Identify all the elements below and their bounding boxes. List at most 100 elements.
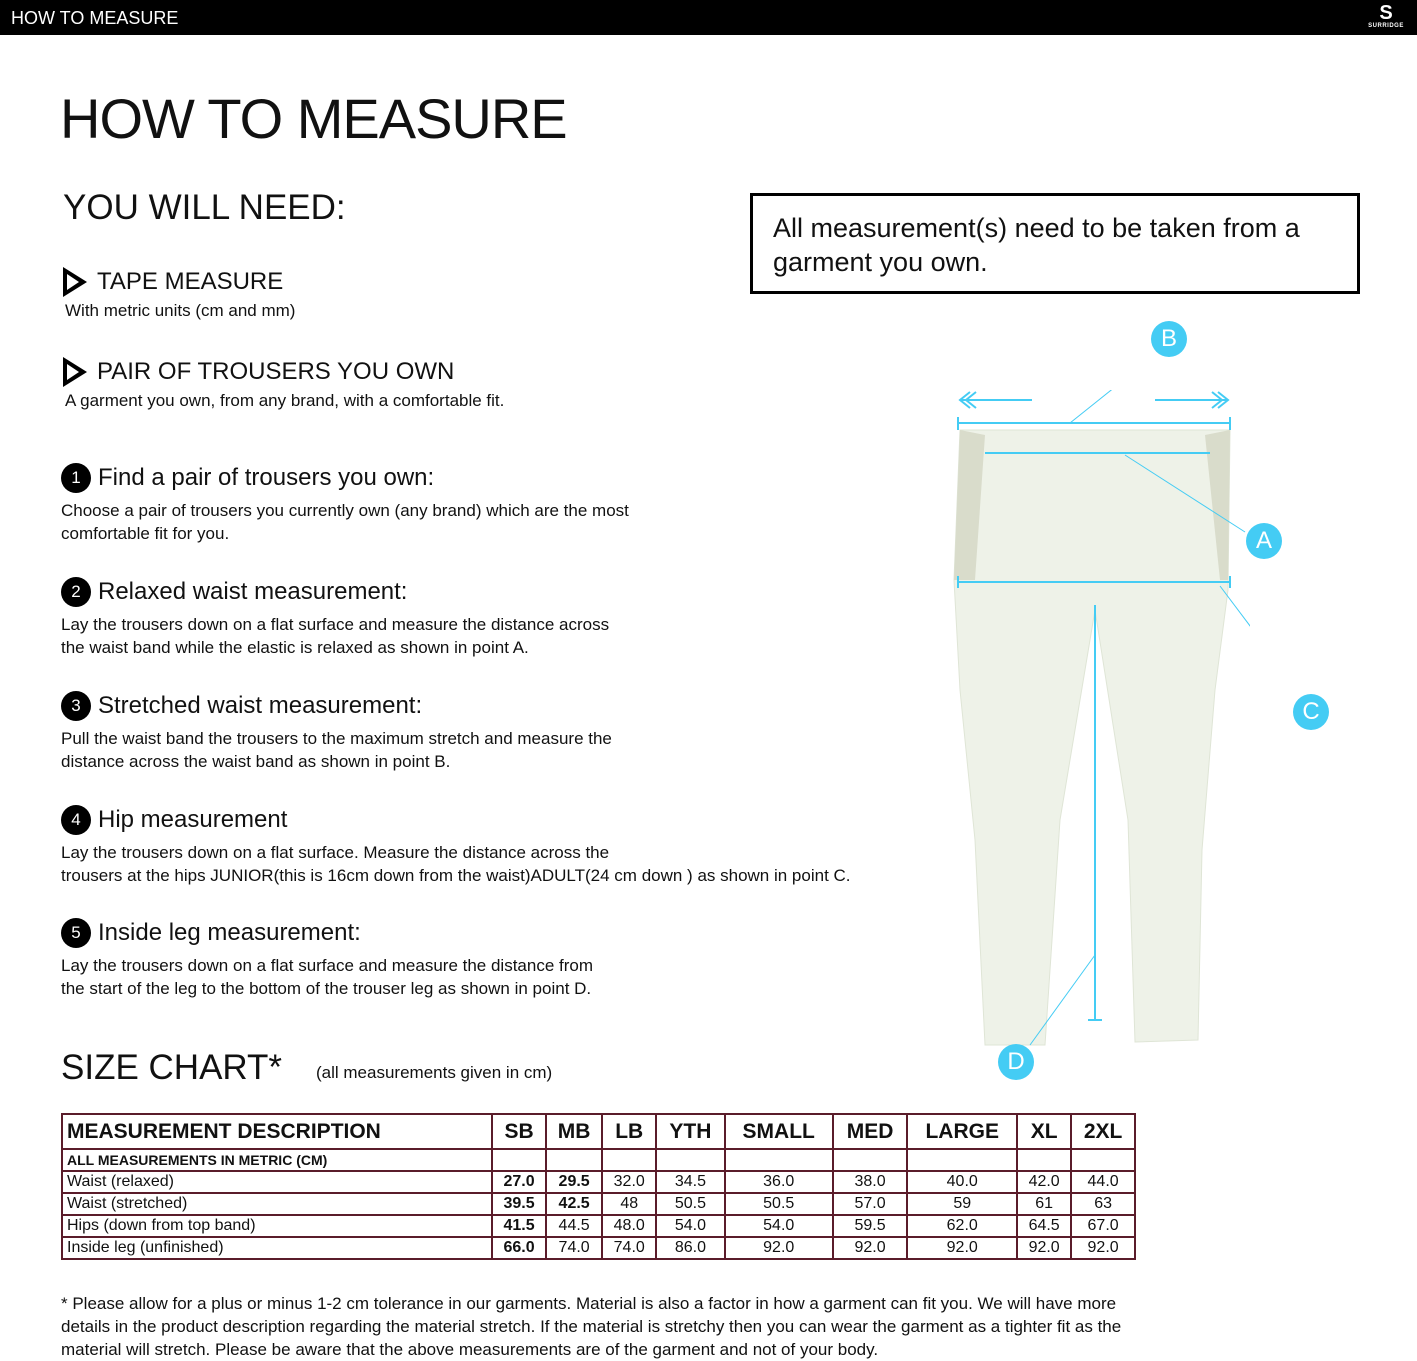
table-row: Waist (stretched) 39.5 42.5 48 50.5 50.5 57.0 5… (61, 1192, 1136, 1216)
page-title: HOW TO MEASURE (60, 87, 568, 150)
table-row: Waist (relaxed) 27.0 29.5 32.0 34.5 36.0 38.0 4… (61, 1170, 1136, 1194)
table-cell: 64.5 (1016, 1214, 1073, 1238)
table-cell: Inside leg (unfinished) (61, 1236, 493, 1260)
step-title: Find a pair of trousers you own: (98, 464, 435, 491)
step-number: 4 (61, 805, 91, 835)
empty-cell (545, 1148, 604, 1172)
table-cell: 92.0 (906, 1236, 1019, 1260)
measurement-note: All measurement(s) need to be taken from… (750, 193, 1360, 294)
table-cell: 74.0 (545, 1236, 604, 1260)
need-item: PAIR OF TROUSERS YOU OWN A garment you o… (63, 357, 504, 411)
side-panel (1205, 430, 1230, 580)
point-c-marker: C (1293, 694, 1329, 730)
empty-cell (490, 1148, 548, 1172)
table-cell: 29.5 (545, 1170, 604, 1194)
play-triangle-icon (63, 357, 87, 387)
column-header: YTH (655, 1113, 726, 1150)
table-cell: 62.0 (906, 1214, 1019, 1238)
empty-cell (655, 1148, 726, 1172)
table-cell: 32.0 (601, 1170, 658, 1194)
point-a-marker: A (1246, 523, 1282, 559)
column-header: MB (545, 1113, 604, 1150)
column-header: SB (490, 1113, 548, 1150)
table-cell: 44.0 (1070, 1170, 1136, 1194)
step-2: 2 Relaxed waist measurement: Lay the trou… (61, 577, 609, 659)
table-cell: 50.5 (723, 1192, 834, 1216)
step-desc: the waist band while the elastic is rela… (61, 638, 529, 657)
table-row: Hips (down from top band) 41.5 44.5 48.0 54.… (61, 1214, 1136, 1238)
step-desc: the start of the leg to the bottom of th… (61, 979, 592, 998)
table-cell: Waist (relaxed) (61, 1170, 493, 1194)
table-cell: 92.0 (1016, 1236, 1073, 1260)
step-title: Stretched waist measurement: (98, 692, 423, 719)
empty-cell (723, 1148, 834, 1172)
trousers-shape (953, 429, 1231, 1046)
empty-cell (601, 1148, 658, 1172)
step-3: 3 Stretched waist measurement: Pull the w… (61, 691, 612, 773)
table-cell: 42.5 (545, 1192, 604, 1216)
size-chart-title: SIZE CHART* (61, 1048, 283, 1087)
surridge-logo: S SURRIDGE (1368, 2, 1404, 29)
column-header: LB (601, 1113, 658, 1150)
header-title: HOW TO MEASURE (11, 8, 179, 28)
step-desc: Lay the trousers down on a flat surface … (61, 615, 610, 634)
table-cell: 34.5 (655, 1170, 726, 1194)
step-desc: Choose a pair of trousers you currently … (61, 501, 629, 520)
table-cell: 44.5 (545, 1214, 604, 1238)
step-title: Relaxed waist measurement: (98, 578, 408, 605)
column-header: SMALL (723, 1113, 834, 1150)
table-cell: 61 (1016, 1192, 1073, 1216)
table-row: Inside leg (unfinished) 66.0 74.0 74.0 86.0 9… (61, 1236, 1136, 1260)
column-header: MEASUREMENT DESCRIPTION (61, 1113, 493, 1150)
side-panel (954, 430, 985, 580)
step-title: Inside leg measurement: (98, 919, 361, 946)
step-desc: comfortable fit for you. (61, 524, 230, 543)
table-cell: 59 (906, 1192, 1019, 1216)
step-1: 1 Find a pair of trousers you own: Choose… (61, 463, 629, 545)
table-cell: 38.0 (831, 1170, 909, 1194)
empty-cell (906, 1148, 1019, 1172)
table-cell: 50.5 (655, 1192, 726, 1216)
table-cell: 41.5 (490, 1214, 548, 1238)
need-item-desc: With metric units (cm and mm) (65, 301, 296, 320)
need-item-title: PAIR OF TROUSERS YOU OWN (97, 358, 455, 385)
top-bar: HOW TO MEASURE S SURRIDGE (0, 0, 1417, 35)
point-d-marker: D (998, 1044, 1034, 1080)
trousers-diagram (953, 390, 1250, 1046)
step-number: 5 (61, 918, 91, 948)
size-chart-table: MEASUREMENT DESCRIPTION SB MB LB YTH SMALL MED… (61, 1113, 1136, 1260)
you-will-need-heading: YOU WILL NEED: (63, 188, 346, 227)
footnote: * Please allow for a plus or minus 1-2 c… (61, 1294, 1122, 1359)
table-cell: 48.0 (601, 1214, 658, 1238)
table-cell: 36.0 (723, 1170, 834, 1194)
table-subheader-row: ALL MEASUREMENTS IN METRIC (CM) (61, 1148, 1136, 1172)
empty-cell (1070, 1148, 1136, 1172)
step-desc: trousers at the hips JUNIOR(this is 16cm… (61, 866, 851, 885)
table-cell: Waist (stretched) (61, 1192, 493, 1216)
table-cell: 92.0 (831, 1236, 909, 1260)
size-chart-note: (all measurements given in cm) (316, 1063, 553, 1082)
step-desc: Pull the waist band the trousers to the … (61, 729, 612, 748)
step-desc: distance across the waist band as shown … (61, 752, 451, 771)
column-header: LARGE (906, 1113, 1019, 1150)
table-cell: 48 (601, 1192, 658, 1216)
table-header-row: MEASUREMENT DESCRIPTION SB MB LB YTH SMALL MED… (61, 1113, 1136, 1150)
need-item-title: TAPE MEASURE (97, 268, 284, 295)
step-desc: Lay the trousers down on a flat surface … (61, 956, 594, 975)
step-5: 5 Inside leg measurement: Lay the trouser… (61, 918, 593, 1000)
table-cell: 67.0 (1070, 1214, 1136, 1238)
step-desc: Lay the trousers down on a flat surface.… (61, 843, 610, 862)
step-4: 4 Hip measurement Lay the trousers down o… (61, 805, 851, 887)
column-header: MED (831, 1113, 909, 1150)
table-cell: 92.0 (723, 1236, 834, 1260)
table-cell: 86.0 (655, 1236, 726, 1260)
table-cell: 27.0 (490, 1170, 548, 1194)
need-item-desc: A garment you own, from any brand, with … (65, 391, 505, 410)
table-cell: 66.0 (490, 1236, 548, 1260)
table-cell: 42.0 (1016, 1170, 1073, 1194)
step-number: 1 (61, 463, 91, 493)
play-triangle-icon (63, 267, 87, 297)
table-cell: 59.5 (831, 1214, 909, 1238)
table-cell: 54.0 (723, 1214, 834, 1238)
empty-cell (1016, 1148, 1073, 1172)
